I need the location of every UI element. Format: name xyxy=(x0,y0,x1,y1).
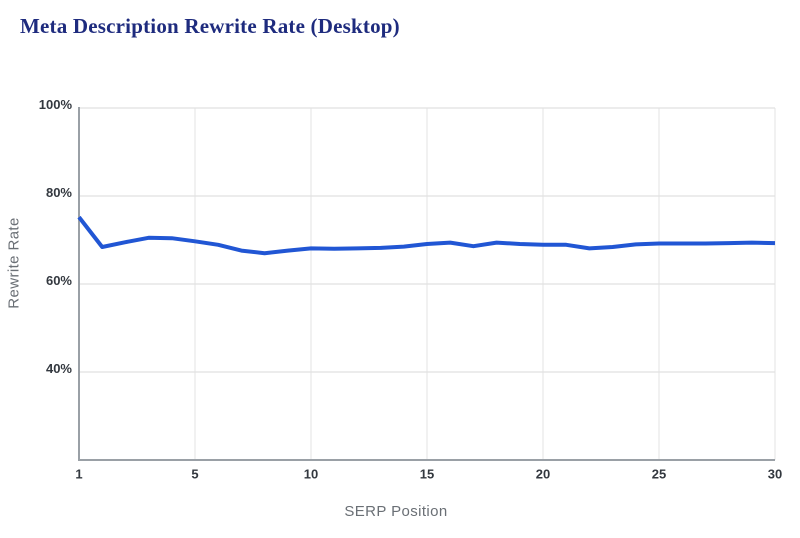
x-tick-label: 30 xyxy=(768,467,782,482)
x-tick-label: 20 xyxy=(536,467,550,482)
x-tick-label: 15 xyxy=(420,467,434,482)
x-axis-title: SERP Position xyxy=(344,503,448,520)
y-tick-label: 60% xyxy=(46,273,72,288)
x-tick-label: 1 xyxy=(75,467,82,482)
chart-title: Meta Description Rewrite Rate (Desktop) xyxy=(20,14,400,38)
x-tick-label: 5 xyxy=(191,467,198,482)
y-tick-label: 100% xyxy=(39,97,73,112)
series-line-rewrite-rate xyxy=(77,215,776,256)
x-tick-label: 10 xyxy=(304,467,318,482)
y-tick-label: 40% xyxy=(46,361,72,376)
y-tick-label: 80% xyxy=(46,185,72,200)
x-tick-label: 25 xyxy=(652,467,666,482)
